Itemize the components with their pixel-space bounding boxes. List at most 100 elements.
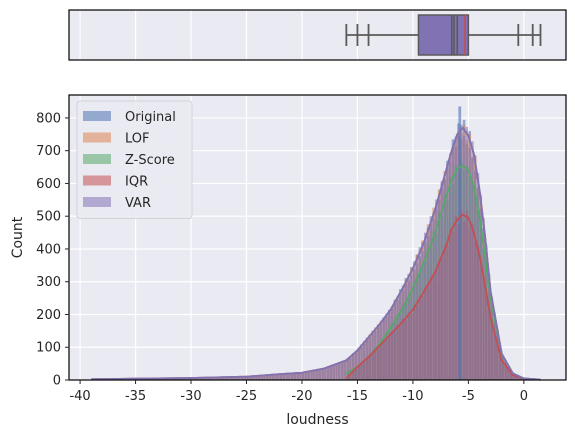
histogram-bar: [368, 337, 372, 380]
histogram-bar: [215, 377, 219, 380]
histogram-bar: [193, 378, 197, 380]
histogram-bar: [379, 323, 383, 380]
histogram-bar: [509, 371, 513, 380]
histogram-bar: [224, 377, 227, 380]
histogram-bar: [238, 376, 241, 380]
histogram-frame: [68, 94, 567, 381]
histogram-bar: [443, 178, 446, 380]
histogram-bar: [332, 365, 336, 380]
histogram-bar: [465, 126, 469, 380]
histogram-bar: [385, 316, 388, 380]
x-tick-label: -20: [291, 389, 312, 404]
legend-label: IQR: [125, 175, 148, 190]
histogram-bar: [404, 284, 408, 380]
histogram-bar: [229, 377, 233, 380]
histogram-bar: [496, 331, 499, 380]
histogram-panel: -40 -35 -30 -25 -20 -15 -10 -5 0 0 100 200 300 400 50…: [10, 94, 567, 428]
histogram-bar: [265, 374, 269, 380]
legend-swatch: [83, 175, 111, 186]
histogram-bar: [235, 377, 238, 380]
histogram-bar: [479, 208, 483, 380]
histogram-bar: [290, 373, 294, 380]
histogram-bars: [91, 106, 541, 381]
histogram-bar: [462, 135, 466, 380]
histogram-bar: [426, 235, 430, 380]
histogram-bar: [512, 374, 516, 380]
histogram-bar: [338, 362, 341, 380]
legend-swatch: [83, 154, 111, 164]
histogram-bar: [204, 377, 208, 380]
x-tick-label: -15: [347, 389, 368, 404]
x-tick-label: 0: [520, 389, 528, 404]
histogram-bar: [243, 376, 247, 380]
boxplot-marks: [345, 14, 542, 56]
histogram-bar: [493, 312, 496, 380]
y-tick-label: 200: [36, 308, 61, 323]
histogram-bar: [440, 180, 444, 380]
histogram-bar: [288, 373, 291, 380]
histogram-bar: [274, 374, 277, 380]
histogram-bar: [421, 251, 424, 380]
legend-swatch: [83, 132, 111, 143]
histogram-bar: [213, 377, 216, 380]
histogram-bar: [313, 370, 316, 380]
histogram-bar: [468, 148, 471, 380]
histogram-bar: [179, 378, 183, 380]
histogram-bar: [221, 377, 225, 380]
histogram-bar: [240, 376, 244, 380]
histogram-bar: [277, 374, 280, 380]
histogram-bar: [246, 376, 250, 380]
histogram-bar: [451, 146, 455, 380]
histogram-bar: [454, 136, 458, 380]
histogram-bar: [326, 367, 330, 380]
histogram-bar: [227, 377, 230, 380]
histogram-bar: [351, 355, 355, 380]
histogram-bar: [429, 216, 433, 380]
histogram-bar: [399, 293, 402, 380]
y-tick-label: 600: [36, 177, 61, 192]
histogram-bar: [498, 345, 502, 380]
histogram-bar: [374, 330, 377, 380]
histogram-bar: [424, 232, 427, 380]
y-tick-label: 100: [36, 341, 61, 356]
histogram-bar: [301, 372, 305, 380]
histogram-bar: [490, 302, 494, 380]
x-tick-label: -25: [236, 389, 257, 404]
histogram-bar: [335, 363, 338, 380]
histogram-bar: [315, 370, 319, 380]
histogram-bar: [285, 373, 288, 380]
y-tick-label: 400: [36, 242, 61, 257]
histogram-bar: [410, 274, 413, 380]
histogram-bar: [207, 377, 211, 380]
kde-lines: [91, 126, 541, 381]
legend-label: Z-Score: [125, 153, 175, 168]
legend: Original LOF Z-Score IQR VAR: [76, 100, 193, 219]
histogram-bar: [401, 285, 405, 380]
histogram-bar: [346, 359, 349, 380]
histogram-bar: [418, 247, 422, 380]
y-axis-ticks: 0 100 200 300 400 500 600 700 800: [36, 111, 69, 389]
histogram-bar: [249, 376, 252, 380]
histogram-bar: [185, 378, 189, 380]
histogram-bar: [282, 373, 286, 380]
histogram-bar: [437, 199, 441, 380]
histogram-bar: [349, 356, 352, 380]
histogram-bar: [318, 369, 322, 380]
histogram-bar: [199, 377, 202, 380]
histogram-bar: [382, 317, 385, 380]
histogram-bar: [371, 330, 374, 380]
histogram-bar: [202, 377, 205, 380]
y-tick-label: 700: [36, 144, 61, 159]
histogram-bar: [310, 371, 313, 380]
histogram-bar: [435, 199, 438, 380]
histogram-bar: [171, 378, 175, 380]
histogram-bar: [260, 375, 263, 380]
legend-box: [76, 100, 193, 219]
boxplot-frame: [68, 9, 567, 61]
legend-swatch: [83, 111, 111, 121]
histogram-bar: [182, 378, 186, 380]
histogram-bar: [257, 375, 261, 380]
x-axis-ticks: -40 -35 -30 -25 -20 -15 -10 -5 0: [69, 380, 528, 404]
histogram-bar: [393, 302, 397, 380]
histogram-bar: [485, 254, 488, 380]
